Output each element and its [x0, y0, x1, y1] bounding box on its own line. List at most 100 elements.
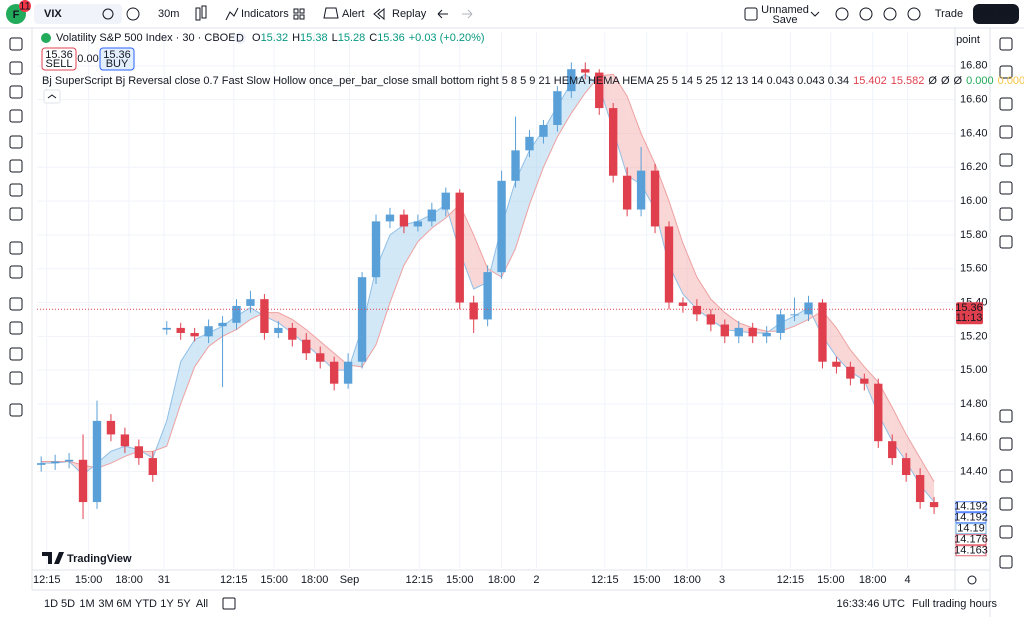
- ohlc-value: 15.32: [261, 32, 289, 44]
- drawing-tool-icon[interactable]: [9, 347, 23, 361]
- widget-icon[interactable]: [999, 497, 1013, 511]
- widget-icon[interactable]: [999, 65, 1013, 79]
- trade-button[interactable]: Trade: [935, 8, 963, 20]
- avatar-letter: F: [13, 9, 20, 21]
- redo-icon[interactable]: [462, 9, 473, 19]
- range-button[interactable]: 6M: [116, 598, 131, 610]
- widget-icon[interactable]: [999, 207, 1013, 221]
- band-segment: [892, 407, 907, 462]
- drawing-tool-icon[interactable]: [9, 371, 23, 385]
- candle-body: [804, 302, 813, 315]
- drawing-tool-icon[interactable]: [9, 241, 23, 255]
- widget-icon[interactable]: [999, 525, 1013, 539]
- interval[interactable]: 30m: [158, 8, 179, 20]
- buy-button[interactable]: [99, 47, 135, 71]
- session[interactable]: Full trading hours: [912, 598, 997, 610]
- widget-icon[interactable]: [999, 437, 1013, 451]
- drawing-tool-icon[interactable]: [9, 321, 23, 335]
- price-tag-label: 14.19: [957, 523, 985, 535]
- range-button[interactable]: All: [196, 598, 208, 610]
- drawing-tool-icon[interactable]: [9, 85, 23, 99]
- range-button[interactable]: YTD: [135, 598, 157, 610]
- range-button[interactable]: 5Y: [177, 598, 191, 610]
- widget-icon[interactable]: [999, 555, 1013, 569]
- replay-icon[interactable]: [373, 7, 385, 21]
- chart-type-icon[interactable]: [195, 7, 201, 21]
- widget-icon[interactable]: [999, 97, 1013, 111]
- indicators-icon[interactable]: [225, 7, 239, 21]
- price-tag: [955, 501, 987, 513]
- drawing-tool-icon[interactable]: [9, 403, 23, 417]
- widget-icon[interactable]: [999, 37, 1013, 51]
- widget-icon[interactable]: [999, 153, 1013, 167]
- drawing-tool-icon[interactable]: [9, 61, 23, 75]
- publish-button[interactable]: Publish: [978, 8, 1014, 20]
- range-button[interactable]: 5D: [61, 598, 75, 610]
- range-button[interactable]: 1Y: [160, 598, 174, 610]
- x-tick-label: 3: [719, 574, 725, 586]
- band-segment: [236, 307, 251, 330]
- toolbar-icon[interactable]: [883, 7, 897, 21]
- layout-name[interactable]: Unnamed: [761, 4, 809, 16]
- drawing-tool-icon[interactable]: [9, 297, 23, 311]
- last-price-tag: [956, 302, 983, 325]
- candle-body: [762, 332, 771, 337]
- x-tick-label: 12:15: [406, 574, 434, 586]
- range-button[interactable]: 3M: [98, 598, 113, 610]
- candle-body: [888, 441, 897, 459]
- candle-body: [525, 136, 534, 151]
- candle-body: [343, 361, 353, 384]
- alert-button[interactable]: Alert: [342, 8, 365, 20]
- toolbar-icon[interactable]: [859, 7, 873, 21]
- drawing-tool-icon[interactable]: [9, 207, 23, 221]
- add-symbol-icon[interactable]: [126, 7, 140, 21]
- drawing-tool-icon[interactable]: [9, 159, 23, 173]
- candle-body: [232, 305, 241, 323]
- collapse-chevron: [47, 94, 57, 99]
- drawing-tool-icon[interactable]: [9, 183, 23, 197]
- drawing-tool-icon[interactable]: [9, 37, 23, 51]
- widget-icon[interactable]: [999, 469, 1013, 483]
- undo-icon[interactable]: [437, 9, 448, 19]
- indicators-button[interactable]: Indicators: [241, 8, 289, 20]
- publish-button-bg[interactable]: [973, 4, 1019, 24]
- templates-icon[interactable]: [293, 8, 305, 20]
- widget-icon[interactable]: [999, 235, 1013, 249]
- drawing-tool-icon[interactable]: [9, 135, 23, 149]
- replay-button[interactable]: Replay: [392, 8, 427, 20]
- candle-body: [720, 324, 729, 337]
- chart-settings-icon[interactable]: [967, 575, 977, 585]
- symbol-title[interactable]: Volatility S&P 500 Index · 30 · CBOE: [56, 32, 236, 44]
- compare-icon[interactable]: [102, 8, 114, 20]
- range-button[interactable]: 1M: [79, 598, 94, 610]
- widget-icon[interactable]: [999, 409, 1013, 423]
- widget-icon[interactable]: [999, 181, 1013, 195]
- candle-body: [609, 108, 618, 176]
- range-button[interactable]: 1D: [44, 598, 58, 610]
- candle-body: [260, 299, 269, 333]
- toolbar-icon[interactable]: [835, 7, 849, 21]
- candle-body: [50, 461, 60, 464]
- candle-body: [413, 221, 423, 227]
- candle-body: [190, 332, 199, 337]
- alert-icon[interactable]: [323, 7, 339, 19]
- buy-label: BUY: [106, 58, 129, 70]
- logo-mark: [42, 552, 64, 564]
- ohlc-key: O: [252, 32, 261, 44]
- toolbar-icon[interactable]: [907, 7, 921, 21]
- widget-icon[interactable]: [999, 125, 1013, 139]
- symbol-search[interactable]: [34, 4, 122, 24]
- drawing-tool-icon[interactable]: [9, 265, 23, 279]
- drawing-tool-icon[interactable]: [9, 109, 23, 123]
- date-range-icon[interactable]: [222, 597, 236, 610]
- sell-button[interactable]: [41, 47, 77, 71]
- clock[interactable]: 16:33:46 UTC: [837, 598, 906, 610]
- candle-body: [650, 170, 660, 227]
- layout-menu-chevron[interactable]: [810, 11, 820, 17]
- layout-checkbox[interactable]: [744, 7, 758, 21]
- x-tick-label: 31: [158, 574, 170, 586]
- collapse-legend-button[interactable]: [43, 89, 61, 104]
- x-tick-label: 15:00: [633, 574, 661, 586]
- bar-countdown: 11:13: [956, 312, 983, 324]
